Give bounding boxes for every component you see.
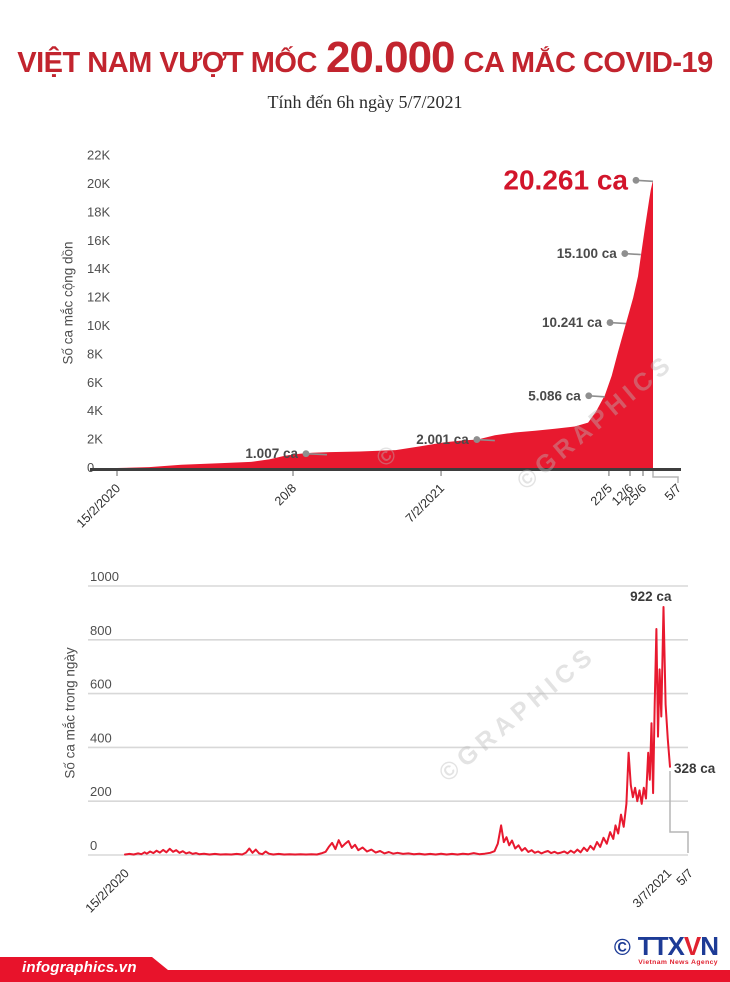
title-suffix: CA MẮC COVID-19 [463, 47, 714, 79]
copyright-icon: © [613, 934, 631, 960]
y-tick-label: 22K [87, 148, 110, 163]
y-tick-label: 0 [87, 460, 94, 475]
y-tick-label: 18K [87, 204, 110, 219]
leader-dot [621, 250, 629, 257]
y-tick-label: 2K [87, 432, 103, 447]
x-axis [90, 468, 681, 471]
y-tick-label: 14K [87, 261, 110, 276]
leader-dot [585, 392, 593, 400]
line-series [124, 606, 671, 856]
y-tick-label: 600 [90, 677, 112, 692]
footer-red-band [0, 957, 730, 982]
leader-dot [302, 450, 310, 458]
annotation-label: 2.001 ca [416, 432, 469, 447]
page-title: VIỆT NAM VƯỢT MỐC 20.000 CA MẮC COVID-19 [0, 33, 730, 83]
y-tick-label: 20K [87, 176, 110, 191]
subtitle: Tính đến 6h ngày 5/7/2021 [267, 92, 463, 112]
annotation-label: 10.241 ca [542, 315, 603, 330]
annotation-label: 922 ca [630, 589, 672, 604]
title-number: 20.000 [325, 33, 456, 82]
agency-letters-blue: TTX [637, 931, 685, 961]
footer-ribbon [0, 957, 730, 982]
annotation-label: 20.261 ca [503, 164, 628, 195]
ttxvn-logo: © TTXVN Vietnam News Agency [613, 931, 719, 966]
axis-bracket [669, 771, 689, 853]
leader-dot [473, 436, 481, 443]
y-tick-label: 16K [87, 233, 110, 248]
y-tick-label: 0 [90, 838, 97, 853]
leader-dot [606, 319, 614, 326]
annotation-label: 15.100 ca [557, 246, 618, 261]
y-tick-label: 12K [87, 290, 110, 305]
title-prefix: VIỆT NAM VƯỢT MỐC [17, 47, 317, 79]
x-tick-label: 3/7/2021 [630, 866, 674, 910]
y-tick-label: 400 [90, 730, 112, 745]
y-tick-label: 8K [87, 346, 103, 361]
footer-site-link[interactable]: infographics.vn [22, 959, 137, 976]
agency-letter-red: V [683, 931, 701, 961]
y-tick-label: 800 [90, 623, 112, 638]
agency-wordmark: TTXVN [637, 931, 719, 961]
x-tick-label: 5/7 [674, 866, 696, 888]
annotation-label: 1.007 ca [245, 446, 298, 461]
y-tick-label: 200 [90, 784, 112, 799]
y-tick-label: 10K [87, 318, 110, 333]
leader-line [305, 452, 328, 456]
y-tick-label: 1000 [90, 569, 119, 584]
agency-subtitle: Vietnam News Agency [638, 959, 718, 966]
annotation-label: 328 ca [674, 761, 716, 776]
axis-bracket [652, 471, 679, 483]
x-tick-label: 15/2/2020 [83, 866, 132, 915]
y-tick-label: 6K [87, 375, 103, 390]
area-series [117, 180, 653, 469]
leader-dot [632, 176, 640, 184]
y-tick-label: 4K [87, 403, 103, 418]
annotation-label: 5.086 ca [528, 388, 581, 403]
agency-letters-blue2: N [700, 931, 719, 961]
